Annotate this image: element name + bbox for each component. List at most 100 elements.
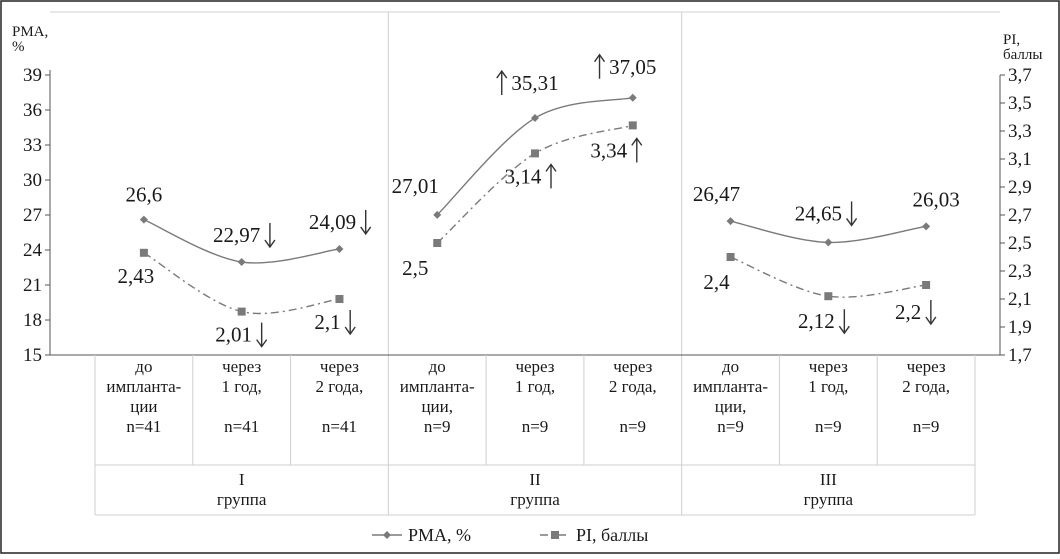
category-label: до <box>135 357 152 376</box>
category-label: до <box>429 357 446 376</box>
series-1-point-5 <box>628 121 637 130</box>
change-arrow-down <box>256 322 268 348</box>
category-label: через <box>222 357 261 376</box>
data-label: 2,01 <box>215 323 252 347</box>
change-arrow-down <box>344 310 356 336</box>
change-arrow-down-head <box>846 218 858 227</box>
data-label: 26,03 <box>912 187 959 211</box>
change-arrow-up <box>545 163 557 189</box>
category-label: ции, <box>715 397 747 416</box>
data-label: 22,97 <box>213 223 260 247</box>
data-label: 3,14 <box>505 164 542 188</box>
series-1-point-0 <box>139 248 148 257</box>
data-label: 26,6 <box>126 183 163 207</box>
category-label: n=41 <box>322 417 357 436</box>
category-label: n=9 <box>619 417 646 436</box>
series-0-point-7 <box>824 238 833 247</box>
left-axis-title: % <box>12 39 25 55</box>
series-0-point-5 <box>628 93 637 102</box>
category-label: n=9 <box>424 417 451 436</box>
series-0-point-0 <box>139 215 148 224</box>
category-label: до <box>722 357 739 376</box>
data-label: 2,2 <box>895 300 921 324</box>
legend-label-pma: PMA, % <box>408 525 471 545</box>
category-label: импланта- <box>693 377 768 396</box>
data-label: 2,1 <box>314 310 340 334</box>
change-arrow-up <box>593 53 606 79</box>
series-1-point-1 <box>237 307 246 316</box>
left-tick-label: 24 <box>23 240 43 261</box>
category-label: через <box>809 357 848 376</box>
data-label: 35,31 <box>511 71 558 95</box>
change-arrow-down-head <box>256 339 268 348</box>
series-0-point-1 <box>237 258 246 267</box>
change-arrow-up-head <box>545 163 557 172</box>
right-tick-label: 3,1 <box>1008 149 1032 170</box>
category-label: 2 года, <box>316 377 364 396</box>
change-arrow-down <box>838 309 850 335</box>
category-label: ции, <box>421 397 453 416</box>
category-label: через <box>515 357 554 376</box>
category-label: n=9 <box>913 417 940 436</box>
change-arrow-up <box>496 69 508 96</box>
category-label: через <box>907 357 946 376</box>
category-label: n=41 <box>224 417 259 436</box>
category-label: импланта- <box>106 377 181 396</box>
left-tick-label: 15 <box>23 345 42 366</box>
left-tick-label: 18 <box>23 310 42 331</box>
group-sublabel: группа <box>804 490 854 509</box>
series-1-point-7 <box>824 292 833 301</box>
left-tick-label: 21 <box>23 275 42 296</box>
data-label: 37,05 <box>609 55 656 79</box>
change-arrow-down <box>360 209 372 236</box>
left-tick-label: 27 <box>23 205 42 226</box>
category-label: n=41 <box>126 417 161 436</box>
series-0-point-3 <box>433 210 442 219</box>
left-tick-label: 33 <box>23 135 42 156</box>
change-arrow-down-head <box>925 316 937 326</box>
right-tick-label: 3,7 <box>1008 65 1032 86</box>
category-label: 1 год, <box>808 377 848 396</box>
left-axis-title: PMA, <box>12 24 48 40</box>
left-tick-label: 30 <box>23 170 42 191</box>
right-axis-title: PI, <box>1003 32 1020 48</box>
group-sublabel: группа <box>510 490 560 509</box>
left-tick-label: 36 <box>23 100 42 121</box>
category-label: импланта- <box>400 377 475 396</box>
right-tick-label: 1,9 <box>1008 317 1032 338</box>
change-arrow-down-head <box>264 239 276 249</box>
right-tick-label: 2,5 <box>1008 233 1032 254</box>
legend-marker-pi <box>551 531 559 539</box>
category-label: ции <box>130 397 157 416</box>
change-arrow-down <box>264 223 276 249</box>
series-1-point-6 <box>726 253 735 261</box>
change-arrow-down-head <box>360 226 372 236</box>
data-label: 24,09 <box>309 210 356 234</box>
right-tick-label: 1,7 <box>1008 345 1032 366</box>
data-label: 24,65 <box>795 201 842 225</box>
series-0-point-8 <box>922 222 931 231</box>
right-tick-label: 2,3 <box>1008 261 1032 282</box>
series-0-point-6 <box>726 217 735 226</box>
data-label: 26,47 <box>693 182 740 206</box>
right-axis-title: баллы <box>1003 47 1042 63</box>
legend-marker-pma <box>383 531 391 539</box>
category-label: n=9 <box>717 417 744 436</box>
change-arrow-down <box>925 300 937 326</box>
data-label: 3,34 <box>590 138 627 162</box>
right-tick-label: 2,7 <box>1008 205 1032 226</box>
data-label: 2,43 <box>118 264 155 288</box>
data-label: 27,01 <box>392 174 439 198</box>
category-label: 1 год, <box>515 377 555 396</box>
right-tick-label: 2,1 <box>1008 289 1032 310</box>
category-label: n=9 <box>522 417 549 436</box>
data-label: 2,4 <box>703 270 730 294</box>
change-arrow-down-head <box>344 326 356 336</box>
right-tick-label: 2,9 <box>1008 177 1032 198</box>
change-arrow-up-head <box>593 53 606 63</box>
change-arrow-down-head <box>838 325 850 335</box>
change-arrow-up-head <box>631 137 643 146</box>
category-label: 1 год, <box>222 377 262 396</box>
